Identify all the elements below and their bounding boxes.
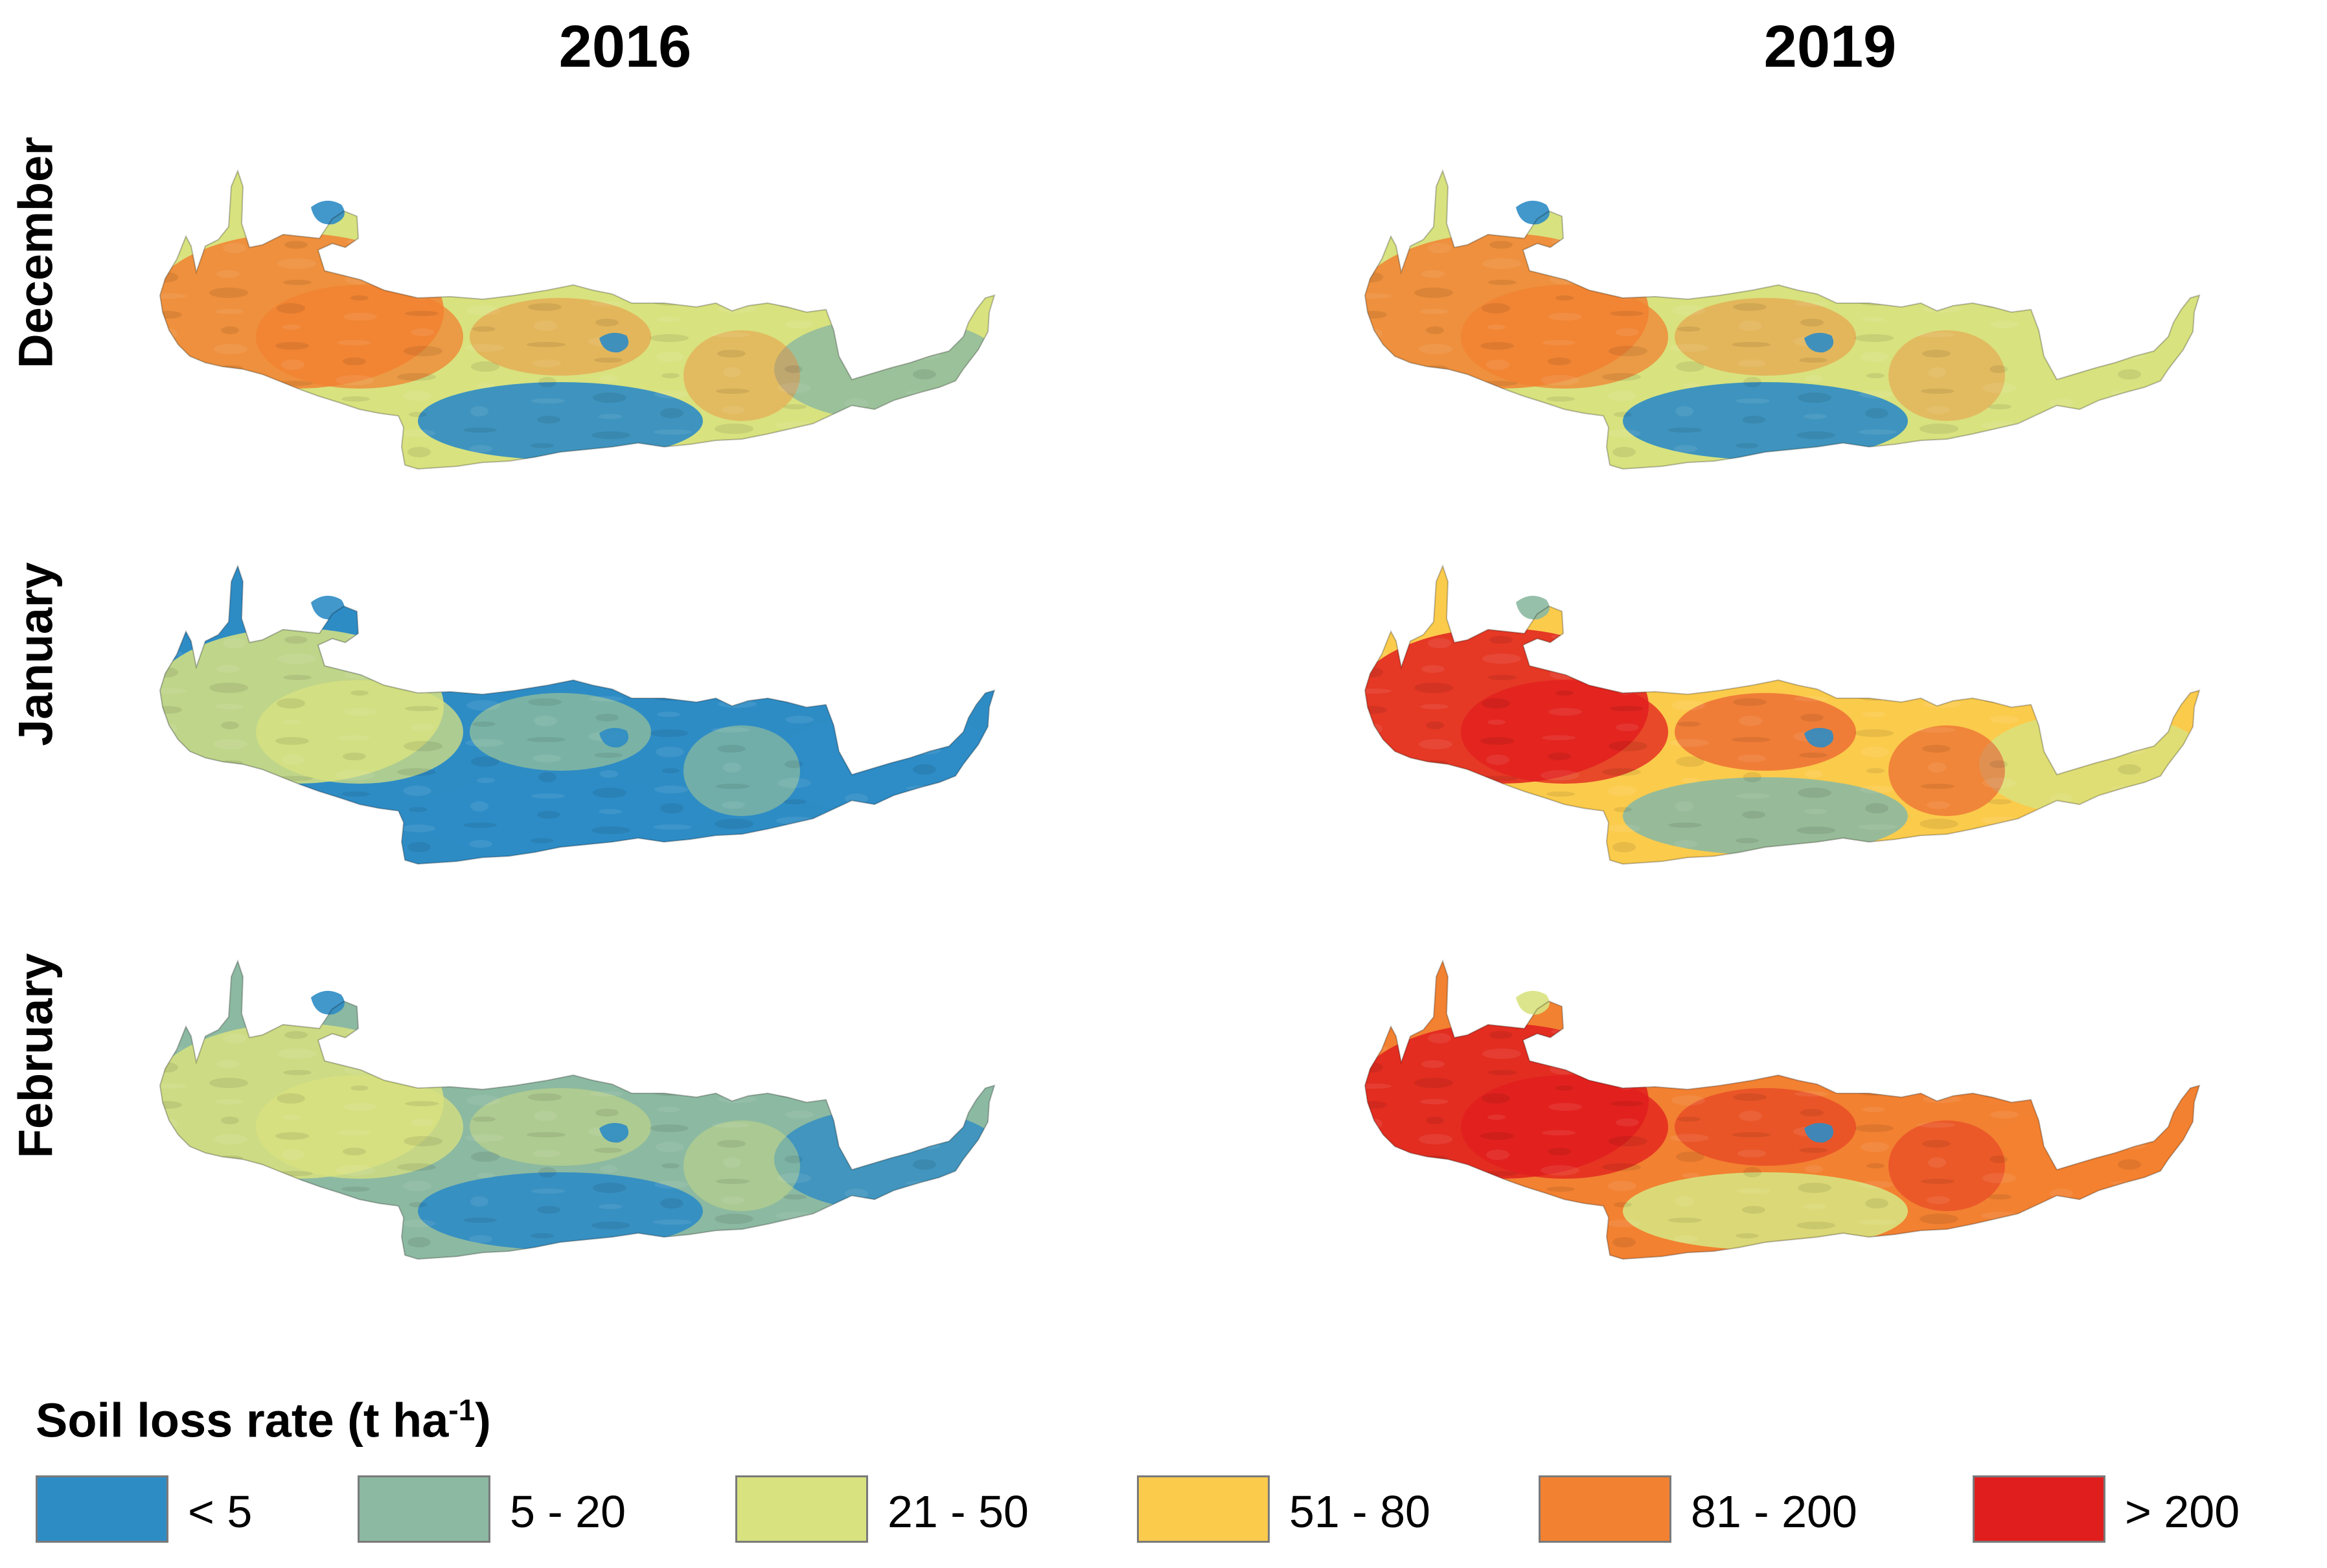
crete-soil-loss-map bbox=[159, 959, 996, 1260]
legend-label: < 5 bbox=[188, 1486, 253, 1537]
map-2019-february bbox=[1351, 952, 2212, 1276]
legend-label: 51 - 80 bbox=[1289, 1486, 1430, 1537]
legend-swatch bbox=[1973, 1475, 2105, 1543]
crete-soil-loss-map bbox=[1364, 169, 2201, 470]
legend-swatch bbox=[36, 1475, 168, 1543]
legend-swatch bbox=[1539, 1475, 1671, 1543]
legend-label: > 200 bbox=[2125, 1486, 2240, 1537]
row-label-february: February bbox=[8, 953, 63, 1159]
row-label-december: December bbox=[8, 137, 63, 369]
map-2016-january bbox=[146, 557, 1007, 881]
row-label-january: January bbox=[8, 562, 63, 746]
column-title-2016: 2016 bbox=[558, 14, 692, 80]
legend-swatch bbox=[1137, 1475, 1270, 1543]
crete-soil-loss-map bbox=[159, 564, 996, 865]
map-2016-december bbox=[146, 162, 1007, 486]
legend-title: Soil loss rate (t ha-1) bbox=[36, 1393, 491, 1448]
crete-soil-loss-map bbox=[1364, 564, 2201, 865]
crete-soil-loss-map bbox=[1364, 959, 2201, 1260]
legend-label: 5 - 20 bbox=[510, 1486, 626, 1537]
map-2019-january bbox=[1351, 557, 2212, 881]
map-2019-december bbox=[1351, 162, 2212, 486]
legend-label: 21 - 50 bbox=[888, 1486, 1029, 1537]
column-title-2019: 2019 bbox=[1763, 14, 1897, 80]
crete-soil-loss-map bbox=[159, 169, 996, 470]
legend-swatch bbox=[735, 1475, 868, 1543]
legend-label: 81 - 200 bbox=[1691, 1486, 1857, 1537]
legend-swatch bbox=[358, 1475, 490, 1543]
map-2016-february bbox=[146, 952, 1007, 1276]
